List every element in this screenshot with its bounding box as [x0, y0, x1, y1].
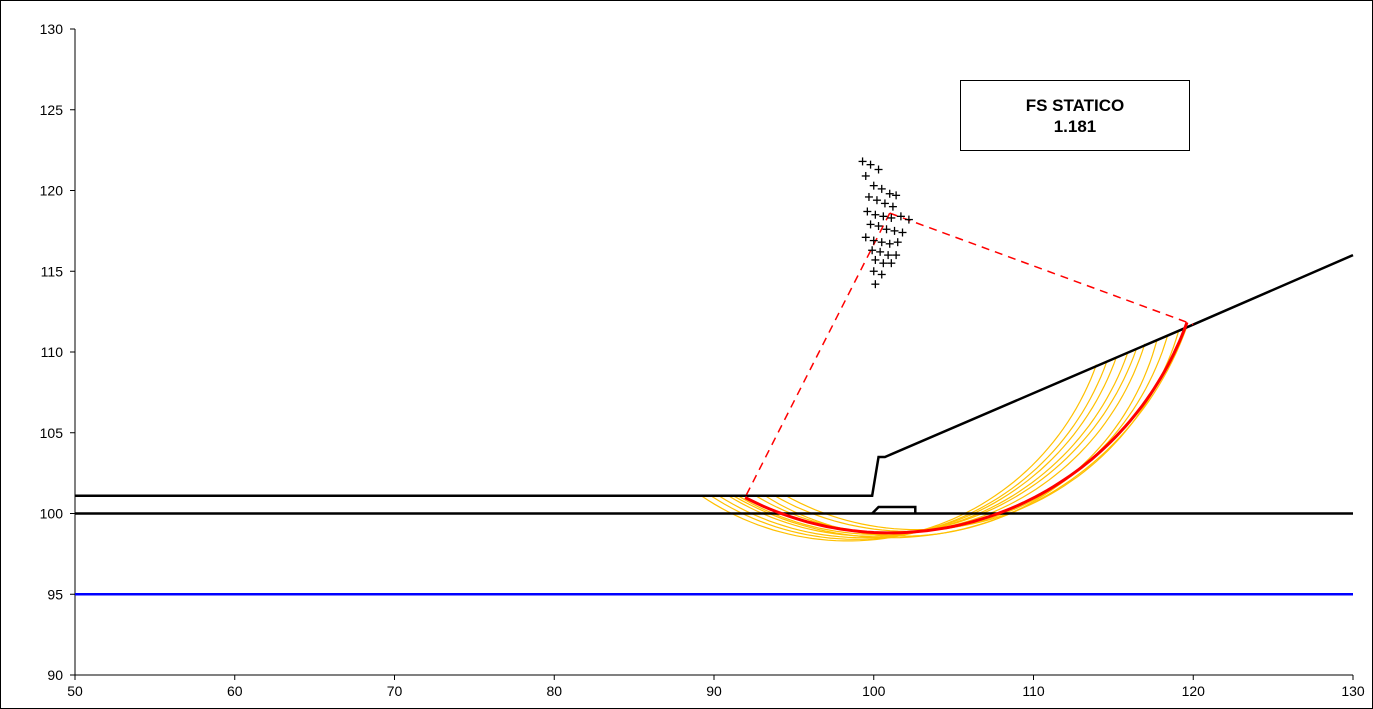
trial-surface: [774, 336, 1168, 532]
center-point: [896, 212, 905, 221]
y-tick-label: 120: [40, 183, 64, 199]
y-tick-label: 105: [40, 425, 64, 441]
center-point: [880, 199, 889, 208]
trial-surface: [755, 343, 1146, 534]
x-tick-label: 80: [546, 683, 562, 699]
center-point: [871, 210, 880, 219]
wall-base-line: [871, 505, 917, 515]
center-point: [892, 191, 901, 200]
y-tick-label: 90: [47, 667, 63, 683]
fs-annotation-box: FS STATICO 1.181: [960, 80, 1190, 151]
x-tick-label: 100: [862, 683, 886, 699]
critical-surface-group: [744, 212, 1194, 535]
center-point: [866, 160, 875, 169]
center-point: [890, 226, 899, 235]
center-point: [869, 181, 878, 190]
center-point: [885, 239, 894, 248]
trial-surface: [728, 353, 1128, 537]
center-point: [898, 228, 907, 237]
centers-group: [858, 157, 913, 289]
center-point: [863, 207, 872, 216]
center-point: [868, 246, 877, 255]
critical-surface: [744, 321, 1189, 535]
x-tick-label: 120: [1182, 683, 1206, 699]
center-point: [872, 196, 881, 205]
x-tick-label: 90: [706, 683, 722, 699]
radius-line-entry: [745, 212, 891, 497]
x-tick-label: 50: [67, 683, 83, 699]
center-point: [866, 220, 875, 229]
y-tick-label: 110: [41, 344, 64, 360]
center-point: [877, 184, 886, 193]
ground-profile-line: [75, 253, 1354, 497]
trial-surface: [737, 348, 1137, 536]
center-point: [893, 238, 902, 247]
x-tick-label: 70: [387, 683, 403, 699]
radius-line-exit: [889, 212, 1194, 326]
center-point: [871, 280, 880, 289]
center-point: [879, 212, 888, 221]
center-point: [874, 165, 883, 174]
y-tick-label: 95: [47, 586, 63, 602]
center-point: [871, 255, 880, 264]
center-point: [879, 259, 888, 268]
profile-lines: [75, 253, 1354, 596]
center-point: [874, 222, 883, 231]
center-point: [869, 267, 878, 276]
center-point: [877, 270, 886, 279]
y-tick-label: 130: [40, 21, 64, 37]
trial-surface: [732, 327, 1188, 539]
center-point: [892, 251, 901, 260]
x-tick-label: 110: [1022, 683, 1045, 699]
center-point: [888, 202, 897, 211]
center-point: [861, 233, 870, 242]
center-point: [904, 215, 913, 224]
trial-surface: [764, 339, 1158, 537]
center-point: [869, 236, 878, 245]
center-point: [877, 238, 886, 247]
y-tick-label: 100: [40, 506, 64, 522]
trial-surface: [718, 356, 1118, 539]
center-point: [887, 259, 896, 268]
y-tick-label: 125: [40, 102, 64, 118]
trial-surface: [700, 364, 1097, 542]
center-point: [876, 247, 885, 256]
center-point: [882, 225, 891, 234]
axes: 90 95 100 105 110 115 120 125 130 50 60 70 80 90 100 11…: [40, 21, 1365, 699]
x-tick-label: 60: [227, 683, 243, 699]
center-point: [884, 251, 893, 260]
center-point: [885, 189, 894, 198]
center-point: [858, 157, 867, 166]
center-point: [861, 171, 870, 180]
fs-value: 1.181: [1053, 116, 1097, 136]
center-point: [864, 192, 873, 201]
fs-title: FS STATICO: [1025, 95, 1125, 115]
center-point: [887, 213, 896, 222]
y-tick-label: 115: [41, 263, 64, 279]
x-tick-label: 130: [1341, 683, 1365, 699]
